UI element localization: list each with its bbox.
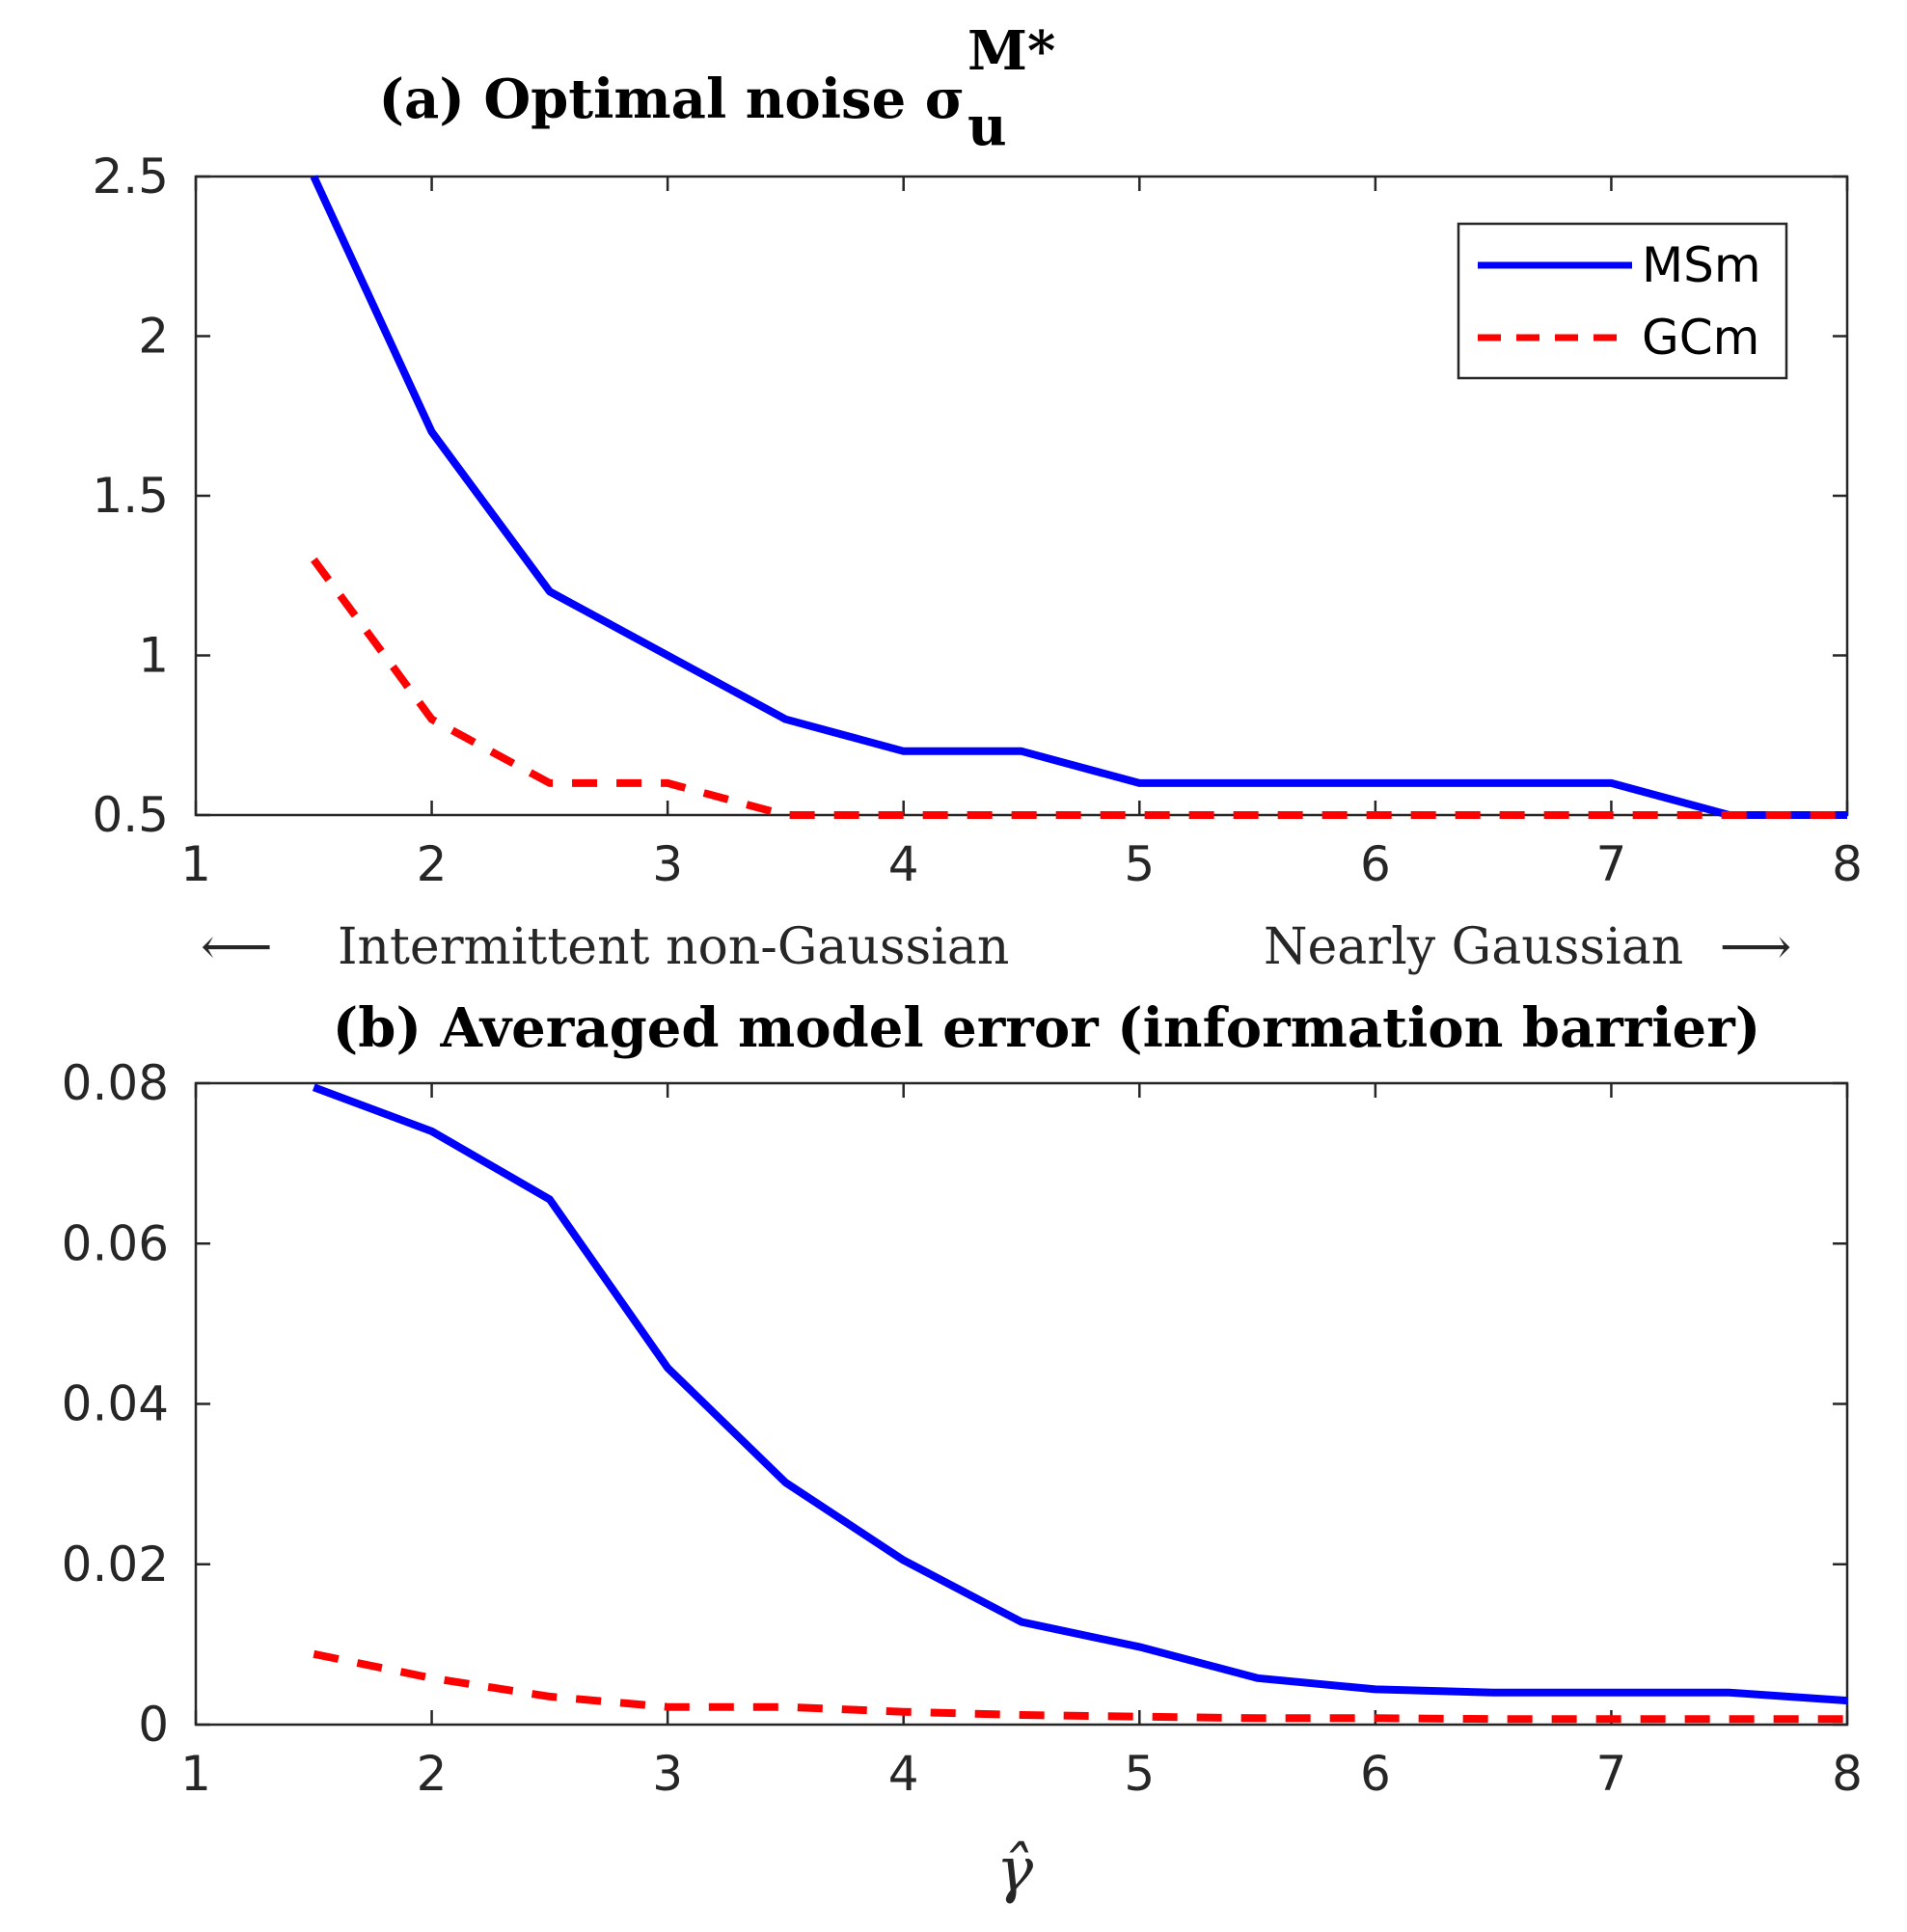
panel-a-title-superscript: M* [967,19,1055,83]
x-tick-label-b: 1 [180,1746,211,1802]
annotation-nearly-gaussian: Nearly Gaussian [1264,918,1683,976]
panel-a-title: (a) Optimal noise σ [379,68,965,131]
panel-b-series [312,1083,1848,1724]
x-tick-label-b: 5 [1124,1746,1155,1802]
x-tick-label-b: 2 [417,1746,448,1802]
x-tick-label-a: 8 [1832,836,1863,892]
y-tick-label-b: 0 [138,1697,169,1753]
y-tick-label-a: 2.5 [92,149,169,204]
x-tick-label-a: 1 [180,836,211,892]
x-tick-label-a: 5 [1124,836,1155,892]
legend-label-msm: MSm [1642,237,1761,293]
x-tick-label-a: 3 [652,836,683,892]
y-tick-label-a: 0.5 [92,787,169,843]
series-line-msm-a [310,175,1847,819]
right-arrow: ⟶ [1720,918,1792,976]
panel-b-title: (b) Averaged model error (information ba… [333,996,1760,1060]
x-tick-label-b: 4 [888,1746,919,1802]
annotation-intermittent: Intermittent non-Gaussian [338,918,1009,976]
series-line-gcm-a [311,557,1847,819]
panel-b: (b) Averaged model error (information ba… [62,996,1863,1906]
y-tick-label-a: 2 [138,309,169,365]
x-tick-label-a: 6 [1360,836,1391,892]
x-tick-label-b: 6 [1360,1746,1391,1802]
y-tick-label-a: 1.5 [92,468,169,524]
left-arrow: ⟵ [201,918,273,976]
series-line-msm-b [312,1083,1848,1705]
y-tick-label-b: 0.02 [62,1537,169,1592]
x-axis-label: γ̂ [996,1835,1034,1906]
x-tick-label-b: 3 [652,1746,683,1802]
legend-label-gcm: GCm [1642,310,1759,366]
legend: MSm GCm [1457,222,1788,380]
x-tick-label-b: 8 [1832,1746,1863,1802]
y-tick-label-b: 0.04 [62,1376,169,1432]
y-tick-label-b: 0.06 [62,1215,169,1271]
series-line-gcm-b [313,1649,1847,1724]
panel-b-axes: 1 2 3 4 5 6 7 8 0 0.02 0.04 0.06 0.08 [62,1055,1863,1802]
y-tick-label-a: 1 [138,628,169,684]
x-tick-label-a: 2 [417,836,448,892]
x-tick-label-b: 7 [1596,1746,1627,1802]
panel-a-title-subscript: u [967,95,1007,158]
panel-a-series [310,175,1847,819]
y-tick-label-b: 0.08 [62,1055,169,1111]
panel-a: (a) Optimal noise σ M* u 1 2 3 4 5 6 7 80.511.5… [92,19,1862,976]
x-tick-label-a: 4 [888,836,919,892]
x-tick-label-a: 7 [1596,836,1627,892]
legend-box [1457,222,1788,380]
